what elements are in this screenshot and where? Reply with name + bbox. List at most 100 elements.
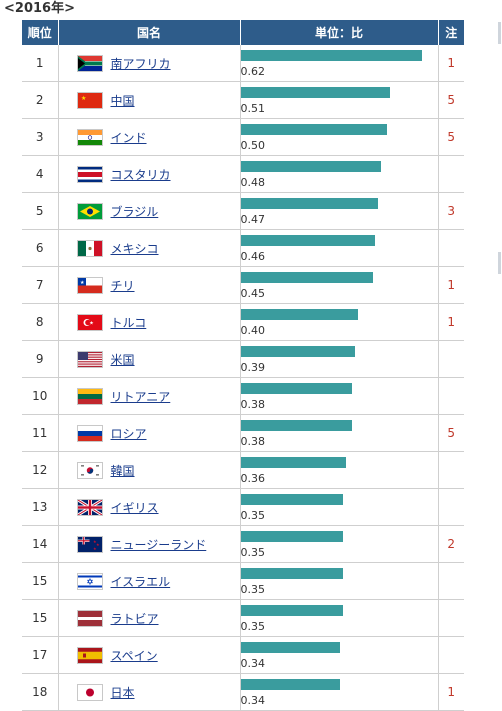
country-link[interactable]: 韓国: [110, 463, 135, 478]
svg-text:★: ★: [93, 539, 97, 544]
country-link[interactable]: スペイン: [110, 648, 158, 663]
country-link[interactable]: トルコ: [110, 315, 147, 330]
value-bar: [240, 346, 355, 357]
note-cell: [438, 599, 464, 637]
note-number: 1: [447, 315, 456, 329]
table-row: 17 スペイン 0.34: [22, 636, 464, 674]
rank-cell: 10: [22, 377, 59, 415]
table-row: 3 インド 0.50 5: [22, 118, 464, 156]
svg-text:★: ★: [96, 542, 100, 547]
table-row: 15 イスラエル 0.35: [22, 562, 464, 600]
value-cell: 0.35: [240, 525, 439, 563]
note-cell: 2: [438, 525, 464, 563]
turkey-flag-icon: ★: [76, 313, 103, 331]
country-link[interactable]: ラトビア: [110, 611, 159, 626]
country-link[interactable]: リトアニア: [110, 389, 171, 404]
value-cell: 0.38: [240, 377, 439, 415]
country-cell: ロシア: [58, 414, 241, 452]
table-row: 18 日本 0.34 1: [22, 673, 464, 711]
note-cell: [438, 488, 464, 526]
south-africa-flag-icon: [76, 54, 103, 72]
value-bar: [240, 457, 346, 468]
country-link[interactable]: インド: [110, 130, 147, 145]
rank-cell: 15: [22, 562, 59, 600]
note-number: 5: [447, 130, 456, 144]
value-cell: 0.40: [240, 303, 439, 341]
country-link[interactable]: チリ: [110, 278, 135, 293]
value-label: 0.36: [240, 472, 266, 485]
country-cell: コスタリカ: [58, 155, 241, 193]
brazil-flag-icon: [76, 202, 103, 220]
rank-number: 10: [32, 389, 48, 403]
value-label: 0.38: [240, 398, 266, 411]
bar-track: [240, 383, 431, 394]
bar-track: [240, 272, 431, 283]
bar-track: [240, 124, 431, 135]
table-row: 15 ラトビア 0.35: [22, 599, 464, 637]
country-link[interactable]: コスタリカ: [110, 167, 171, 182]
value-label: 0.35: [240, 583, 266, 596]
value-label: 0.47: [240, 213, 266, 226]
value-bar: [240, 420, 352, 431]
usa-flag-icon: [76, 350, 103, 368]
rank-cell: 12: [22, 451, 59, 489]
country-link[interactable]: 中国: [110, 93, 135, 108]
country-link[interactable]: ブラジル: [110, 204, 159, 219]
value-label: 0.35: [240, 509, 266, 522]
country-cell: メキシコ: [58, 229, 241, 267]
value-label: 0.46: [240, 250, 266, 263]
value-bar: [240, 605, 343, 616]
rank-cell: 18: [22, 673, 59, 711]
value-bar: [240, 272, 373, 283]
country-link[interactable]: ニュージーランド: [110, 537, 207, 552]
rank-number: 2: [35, 93, 44, 107]
value-label: 0.40: [240, 324, 266, 337]
country-cell: ★ 中国: [58, 81, 241, 119]
country-cell: 日本: [58, 673, 241, 711]
country-link[interactable]: 米国: [110, 352, 135, 367]
note-cell: [438, 340, 464, 378]
country-link[interactable]: ロシア: [110, 426, 147, 441]
country-link[interactable]: イスラエル: [110, 574, 171, 589]
country-cell: インド: [58, 118, 241, 156]
country-cell: ★ チリ: [58, 266, 241, 304]
rank-number: 6: [35, 241, 44, 255]
value-bar: [240, 383, 352, 394]
value-cell: 0.35: [240, 599, 439, 637]
note-cell: 5: [438, 414, 464, 452]
table-row: 11 ロシア 0.38 5: [22, 414, 464, 452]
new-zealand-flag-icon: ★ ★ ★: [76, 535, 103, 553]
value-bar: [240, 124, 387, 135]
note-cell: 1: [438, 673, 464, 711]
right-edge-divider: [498, 252, 501, 274]
india-flag-icon: [76, 128, 103, 146]
country-link[interactable]: 南アフリカ: [110, 56, 171, 71]
value-bar: [240, 531, 343, 542]
country-link[interactable]: 日本: [110, 685, 135, 700]
value-cell: 0.48: [240, 155, 439, 193]
country-cell: ラトビア: [58, 599, 241, 637]
value-cell: 0.46: [240, 229, 439, 267]
note-number: 1: [447, 278, 456, 292]
value-label: 0.39: [240, 361, 266, 374]
rank-cell: 13: [22, 488, 59, 526]
value-bar: [240, 50, 422, 61]
note-number: 1: [447, 56, 456, 70]
country-link[interactable]: メキシコ: [110, 241, 159, 256]
table-row: 6 メキシコ 0.46: [22, 229, 464, 267]
note-cell: [438, 229, 464, 267]
south-korea-flag-icon: [76, 461, 103, 479]
value-cell: 0.35: [240, 562, 439, 600]
note-cell: 3: [438, 192, 464, 230]
value-cell: 0.62: [240, 45, 439, 82]
value-bar: [240, 494, 343, 505]
value-cell: 0.34: [240, 673, 439, 711]
bar-track: [240, 309, 431, 320]
russia-flag-icon: [76, 424, 103, 442]
svg-text:★: ★: [81, 95, 86, 102]
table-row: 10 リトアニア 0.38: [22, 377, 464, 415]
bar-track: [240, 531, 431, 542]
rank-cell: 14: [22, 525, 59, 563]
note-cell: [438, 377, 464, 415]
country-link[interactable]: イギリス: [110, 500, 159, 515]
